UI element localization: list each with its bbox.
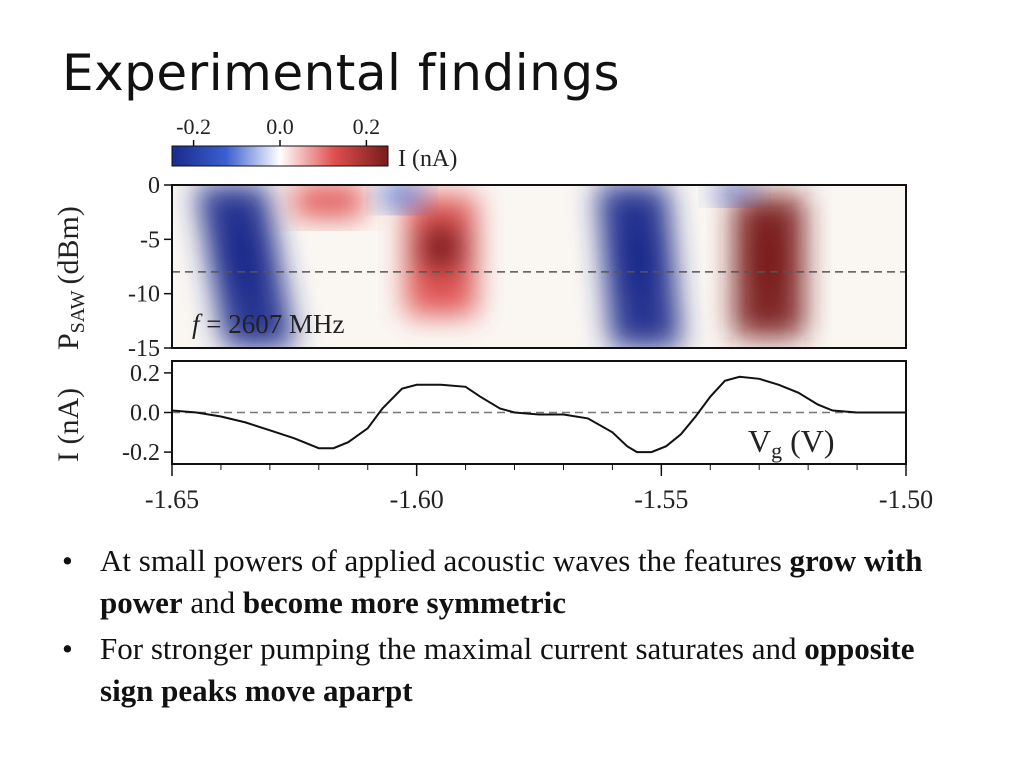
line-x-tick-label: -1.60 [390, 485, 444, 514]
bullet-text: For stronger pumping the maximal current… [100, 628, 962, 712]
heatmap-feature [195, 185, 296, 348]
line-ylabel: I (nA) [52, 388, 85, 462]
heatmap-y-tick-label: -15 [128, 336, 160, 362]
heatmap-feature-core [744, 227, 794, 290]
heatmap-feature-body [714, 185, 755, 202]
xlabel-unit: (V) [782, 423, 834, 459]
bullet-dot: • [62, 543, 73, 578]
bullet-item: • At small powers of applied acoustic wav… [62, 540, 962, 624]
heatmap-feature [293, 185, 364, 218]
colorbar: -0.2 0.0 0.2 I (nA) [171, 114, 457, 172]
ylabel-unit: (dBm) [52, 206, 85, 284]
ylabel-main: P [52, 333, 85, 350]
heatmap-y-tick-label: 0 [148, 173, 160, 199]
line-x-tick-label: -1.50 [879, 485, 933, 514]
heatmap-y-tick-label: -5 [140, 227, 160, 253]
heatmap-feature-body [381, 185, 422, 207]
heatmap-annotation: f = 2607 MHz [192, 309, 344, 339]
heatmap-feature [733, 195, 804, 338]
bullet-bold-text: become more symmetric [242, 585, 566, 620]
figure: -0.2 0.0 0.2 I (nA) 0 -5 -10 -15 f = 2607 MHz… [52, 114, 933, 514]
heatmap-feature [596, 185, 682, 348]
heatmap-panel: 0 -5 -10 -15 f = 2607 MHz PSAW (dBm) [52, 173, 907, 362]
bullet-item: • For stronger pumping the maximal curren… [62, 628, 962, 712]
line-y-tick-label: 0.0 [130, 401, 160, 427]
xlabel-sub: g [771, 438, 782, 463]
heatmap-y-tick-label: -10 [128, 282, 160, 308]
bullet-bold-text: opposite sign peaks move aparpt [100, 631, 915, 708]
colorbar-label: I (nA) [398, 146, 457, 172]
heatmap-feature-core [217, 222, 267, 295]
line-panel: 0.2 0.0 -0.2 -1.65 -1.60 -1.55 -1.50 I (nA) V… [52, 360, 933, 514]
colorbar-ticks: -0.2 0.0 0.2 [176, 114, 380, 146]
heatmap-feature-core [304, 186, 354, 201]
line-x-tick-label: -1.65 [145, 485, 199, 514]
line-x-ticks: -1.65 -1.60 -1.55 -1.50 [145, 464, 933, 514]
ylabel-sub: SAW [67, 290, 89, 333]
line-y-ticks: 0.2 0.0 -0.2 [122, 361, 172, 466]
colorbar-tick-label: 0.2 [353, 114, 381, 139]
heatmap-feature-core [613, 222, 663, 295]
heatmap-feature-core [416, 221, 466, 274]
annotation-rest: = 2607 MHz [200, 309, 345, 339]
heatmap-ylabel: PSAW (dBm) [52, 206, 89, 350]
colorbar-tick-label: -0.2 [176, 114, 211, 139]
bullet-plain-text: At small powers of applied acoustic wave… [100, 543, 790, 578]
heatmap-feature [406, 195, 477, 316]
bullet-plain-text: For stronger pumping the maximal current… [100, 631, 805, 666]
bullet-text: At small powers of applied acoustic wave… [100, 540, 962, 624]
slide-title: Experimental findings [62, 44, 621, 102]
line-x-tick-label: -1.55 [634, 485, 688, 514]
heatmap-feature [381, 185, 422, 207]
line-y-tick-label: -0.2 [122, 440, 160, 466]
bullet-list: • At small powers of applied acoustic wav… [62, 540, 962, 716]
line-y-tick-label: 0.2 [130, 361, 160, 387]
line-xlabel: Vg (V) [748, 423, 835, 463]
heatmap-frame [171, 184, 907, 349]
annotation-f: f [192, 309, 203, 339]
bullet-plain-text: and [182, 585, 243, 620]
heatmap-feature [714, 185, 755, 202]
heatmap-features [195, 185, 804, 348]
xlabel-main: V [748, 423, 771, 459]
heatmap-y-ticks: 0 -5 -10 -15 [128, 173, 172, 362]
colorbar-tick-label: 0.0 [266, 114, 294, 139]
bullet-dot: • [62, 631, 73, 666]
bullet-bold-text: grow with power [100, 543, 923, 620]
colorbar-bar [171, 145, 389, 167]
current-trace [171, 375, 906, 454]
